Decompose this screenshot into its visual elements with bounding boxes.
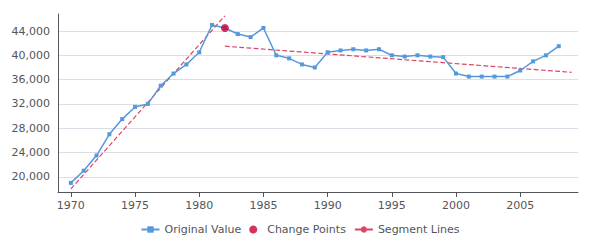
svg-text:2005: 2005 [506, 199, 534, 212]
svg-text:36,000: 36,000 [12, 73, 51, 86]
svg-text:1990: 1990 [314, 199, 342, 212]
svg-text:28,000: 28,000 [12, 122, 51, 135]
svg-text:Segment Lines: Segment Lines [378, 223, 460, 236]
svg-text:1970: 1970 [57, 199, 85, 212]
svg-text:Change Points: Change Points [267, 223, 346, 236]
svg-text:1995: 1995 [378, 199, 406, 212]
svg-text:40,000: 40,000 [12, 49, 51, 62]
svg-text:20,000: 20,000 [12, 170, 51, 183]
svg-text:2000: 2000 [442, 199, 470, 212]
svg-text:44,000: 44,000 [12, 25, 51, 38]
svg-text:32,000: 32,000 [12, 97, 51, 110]
svg-text:1975: 1975 [121, 199, 149, 212]
svg-text:1985: 1985 [249, 199, 277, 212]
svg-text:1980: 1980 [185, 199, 213, 212]
svg-text:24,000: 24,000 [12, 146, 51, 159]
svg-text:Original Value: Original Value [164, 223, 241, 236]
